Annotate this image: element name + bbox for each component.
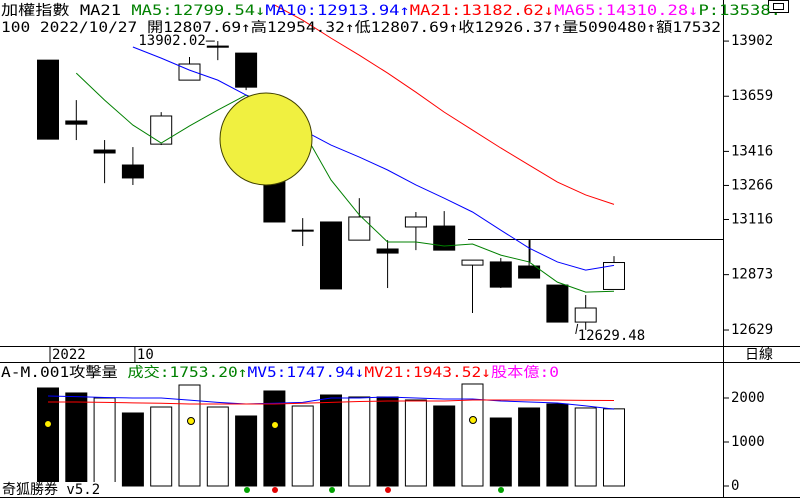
volume-bar [404, 399, 427, 487]
volume-bar [376, 396, 399, 487]
volume-bar [291, 405, 314, 487]
y-tick-label: 13416 [731, 143, 773, 159]
x-tick-label: 10 [137, 347, 154, 363]
candle-body [235, 52, 258, 88]
volume-bar [348, 396, 371, 487]
info-segment: 股本億:0 [491, 365, 559, 381]
candle-body [574, 307, 597, 323]
signal-dot [469, 416, 477, 424]
candle-body [178, 63, 201, 81]
volume-bar [206, 406, 229, 487]
volume-bar [121, 412, 144, 487]
selection-marker [219, 92, 313, 186]
signal-dot [187, 417, 195, 425]
candle-body [433, 225, 456, 251]
info-segment: 成交:1753.20↑ [127, 364, 247, 381]
ma-line [47, 395, 615, 410]
info-segment: MV5:1747.94↓ [247, 365, 364, 381]
signal-dot [244, 487, 250, 493]
candle-body [489, 261, 512, 288]
info-line: A-M.001攻擊量 成交:1753.20↑ MV5:1747.94↓ MV21:1… [1, 364, 559, 381]
candle-body [291, 229, 314, 232]
ma-line [75, 72, 615, 293]
candle-body [37, 59, 59, 140]
volume-bar [574, 407, 597, 487]
info-line: 100 2022/10/27 開12807.69↑高12954.32↑低1280… [1, 19, 721, 36]
signal-dot [44, 420, 52, 428]
volume-bar [65, 392, 88, 487]
signal-dot [272, 487, 278, 493]
candle-body [93, 149, 116, 154]
ma-line [132, 46, 615, 271]
signal-dot [271, 421, 279, 429]
y-tick-label: 13266 [731, 177, 773, 193]
candle-body [461, 259, 484, 266]
signal-dot [498, 487, 504, 493]
candle-body [546, 284, 569, 323]
candle-body [348, 216, 371, 241]
info-segment: MA10:12913.94↑ [265, 3, 409, 19]
volume-bar [93, 397, 116, 487]
volume-bar [518, 407, 541, 487]
volume-bar [178, 384, 201, 487]
y-tick-label: 13659 [731, 88, 773, 104]
signal-dots [44, 416, 504, 493]
volume-bar [461, 383, 484, 487]
volume-bar [433, 405, 456, 487]
info-segment: MA65:14310.28↓ [554, 3, 698, 19]
candle-body [603, 262, 625, 290]
info-segment: 加權指數 MA21 [1, 3, 131, 19]
panel: 13902 13659 13416 13266 13116 12873 12629 2022 1… [1, 3, 781, 363]
candle-body [404, 216, 427, 228]
x-tick-label: 2022 [52, 347, 86, 363]
window-button-icon [773, 3, 784, 10]
footer: 奇狐勝券 v5.2 [2, 481, 100, 498]
volume-bar [150, 406, 173, 487]
info-segment: A-M.001攻擊量 [1, 364, 127, 381]
y-tick-label: 12629 [731, 322, 773, 338]
info-segment: MV21:1943.52↓ [364, 365, 491, 381]
candle-body [150, 115, 173, 145]
y-tick-label: 0 [731, 478, 739, 494]
low-label: 12629.48 [578, 328, 645, 344]
info-bg [0, 364, 560, 380]
info-segment: MA21:13182.62↓ [410, 3, 554, 19]
panel: 0 1000 2000 A-M.001攻擊量 成交:1753.20↑ MV5:1747.… [0, 364, 765, 494]
volume-bar [546, 403, 569, 487]
candle-body [206, 45, 229, 48]
signal-dot [329, 487, 335, 493]
signal-dot [385, 487, 391, 493]
y-tick-label: 13902 [731, 33, 773, 49]
volume-bar [489, 417, 512, 487]
candle-body [376, 248, 399, 254]
volume-bar [37, 387, 59, 487]
volume-bar [263, 390, 286, 487]
y-tick-label: 12873 [731, 267, 773, 283]
high-label: 13902.02 [138, 33, 205, 49]
info-line: 加權指數 MA21 MA5:12799.54↓ MA10:12913.94↑ MA2… [1, 3, 781, 19]
candle-body [320, 221, 342, 290]
y-tick-label: 1000 [731, 434, 765, 450]
info-segment: P:13538. [699, 3, 781, 19]
ma-line [48, 399, 615, 405]
y-tick-label: 2000 [731, 390, 765, 406]
candle-body [518, 265, 541, 279]
volume-bar [320, 394, 342, 487]
y-tick-label: 13116 [731, 211, 773, 227]
low-leader [575, 323, 579, 335]
info-segment: MA5:12799.54↓ [131, 3, 265, 19]
candle-body [121, 164, 144, 179]
candle-body [65, 120, 88, 125]
volume-bar [603, 408, 625, 487]
period-label: 日線 [745, 347, 773, 363]
footer-bg [0, 482, 118, 497]
volume-bar [235, 415, 258, 487]
ma-line [274, 4, 615, 205]
